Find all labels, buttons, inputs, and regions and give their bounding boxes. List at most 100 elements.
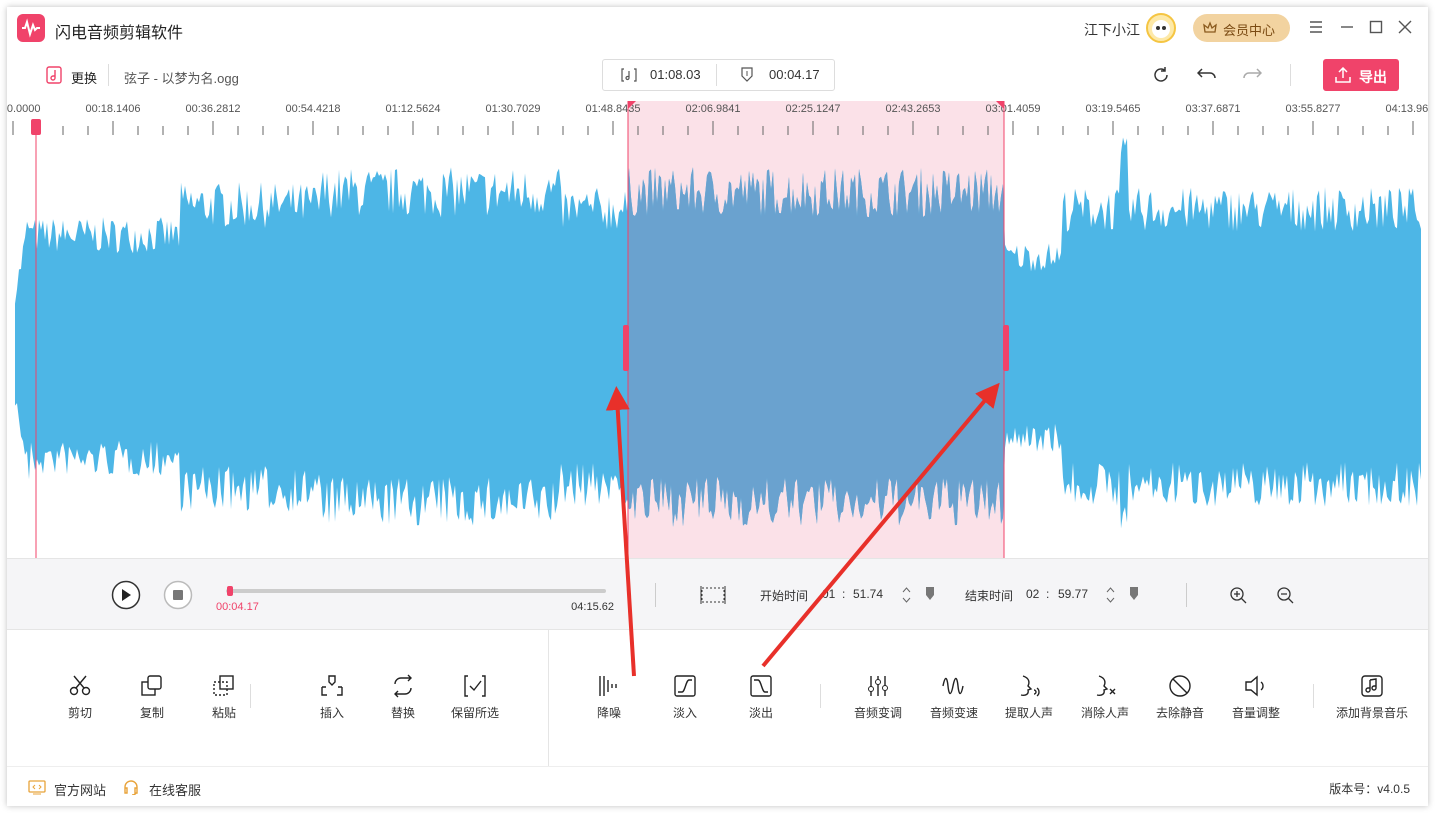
tool-icon — [1020, 675, 1040, 697]
divider — [716, 64, 717, 86]
locate-button[interactable] — [925, 586, 935, 602]
tool-button[interactable]: 音量调整 — [1216, 674, 1296, 721]
tool-label: 音频变速 — [929, 706, 978, 720]
select-all-button[interactable] — [700, 585, 726, 605]
tool-label: 复制 — [139, 706, 164, 720]
replace-icon[interactable] — [46, 66, 62, 84]
tool-button[interactable]: 插入 — [292, 674, 372, 721]
tool-button[interactable]: 音频变速 — [914, 674, 994, 721]
divider — [820, 684, 821, 708]
ruler-label: 00:36.2812 — [185, 103, 240, 115]
zoom-in-button[interactable] — [1229, 586, 1247, 604]
support-icon[interactable] — [123, 779, 139, 795]
tool-icon — [674, 675, 696, 697]
ruler-label: 03:19.5465 — [1085, 103, 1140, 115]
close-button[interactable] — [1398, 20, 1412, 34]
tool-button[interactable]: 粘贴 — [184, 674, 264, 721]
tool-button[interactable]: 降噪 — [569, 674, 649, 721]
ruler-label: 00:54.4218 — [285, 103, 340, 115]
user-name[interactable]: 江下小江 — [1084, 22, 1140, 38]
tool-label: 保留所选 — [450, 706, 499, 720]
tool-button[interactable]: 保留所选 — [435, 674, 515, 721]
ruler-label: 02:25.1247 — [785, 103, 840, 115]
start-label: 开始时间 — [760, 589, 809, 603]
menu-button[interactable] — [1309, 20, 1323, 34]
website-icon[interactable] — [28, 780, 46, 795]
end-second[interactable]: 59.77 — [1058, 587, 1089, 601]
end-minute[interactable]: 02 — [1026, 587, 1040, 601]
tool-icon — [942, 677, 964, 695]
tool-label: 消除人声 — [1080, 706, 1129, 720]
start-second[interactable]: 51.74 — [853, 587, 884, 601]
selection-marker — [996, 101, 1004, 109]
vip-button[interactable]: 会员中心 — [1193, 14, 1290, 42]
tool-icon — [321, 675, 343, 696]
playhead-marker — [31, 119, 41, 135]
tool-button[interactable]: 剪切 — [40, 674, 120, 721]
ruler-label: 01:48.8435 — [585, 103, 640, 115]
divider — [655, 583, 656, 607]
file-name: 弦子 - 以梦为名.ogg — [124, 71, 239, 86]
divider — [1313, 684, 1314, 708]
cursor-icon — [741, 67, 753, 82]
progress-thumb[interactable] — [227, 586, 233, 596]
tool-icon — [141, 675, 162, 696]
progress-track[interactable] — [226, 589, 606, 593]
tool-label: 替换 — [390, 706, 415, 720]
redo-button[interactable] — [1242, 66, 1262, 82]
tool-button[interactable]: 复制 — [112, 674, 192, 721]
website-link[interactable]: 官方网站 — [54, 783, 107, 798]
locate-button[interactable] — [1129, 586, 1139, 602]
tool-button[interactable]: 淡出 — [721, 674, 801, 721]
waveform-editor[interactable]: 00:00.0000 00:18.1406 00:36.2812 00:54.4218… — [7, 101, 1428, 561]
spinner[interactable] — [1106, 586, 1115, 604]
tool-button[interactable]: 替换 — [363, 674, 443, 721]
duration-icon — [621, 68, 637, 82]
ruler-label: 03:37.6871 — [1185, 103, 1240, 115]
time-box: 01:08.03 00:04.17 — [602, 59, 835, 91]
spinner[interactable] — [902, 586, 911, 604]
stop-button[interactable] — [163, 580, 193, 610]
tool-label: 淡出 — [748, 706, 773, 720]
tool-label: 音量调整 — [1231, 706, 1280, 720]
tool-button[interactable]: 去除静音 — [1140, 674, 1220, 721]
selection-handle — [1003, 325, 1009, 371]
tool-button[interactable]: 提取人声 — [989, 674, 1069, 721]
undo-button[interactable] — [1197, 66, 1217, 82]
cursor-time: 00:04.17 — [769, 67, 820, 82]
total-time: 04:15.62 — [571, 601, 614, 613]
avatar[interactable] — [1145, 12, 1177, 44]
tool-button[interactable]: 音频变调 — [838, 674, 918, 721]
tool-icon — [213, 675, 234, 696]
end-label: 结束时间 — [965, 589, 1014, 603]
tool-label: 粘贴 — [211, 706, 236, 720]
tool-icon — [750, 675, 772, 697]
app-window: 闪电音频剪辑软件 江下小江 会员中心更换 弦子 - 以梦为名.ogg 01:08.03 0… — [7, 7, 1428, 806]
tool-button[interactable]: 添加背景音乐 — [1332, 674, 1412, 721]
tool-icon — [464, 675, 486, 697]
minimize-button[interactable] — [1340, 20, 1354, 34]
ruler-label: 02:43.2653 — [885, 103, 940, 115]
tool-button[interactable]: 淡入 — [645, 674, 725, 721]
tool-label: 去除静音 — [1155, 706, 1204, 720]
export-label: 导出 — [1359, 69, 1387, 85]
play-button[interactable] — [111, 580, 141, 610]
footer-border — [7, 766, 1428, 767]
export-button[interactable]: 导出 — [1323, 59, 1399, 91]
ruler-label: 03:55.8277 — [1285, 103, 1340, 115]
start-minute[interactable]: 01 — [822, 587, 836, 601]
tool-icon — [599, 676, 617, 696]
tool-label: 剪切 — [67, 706, 92, 720]
app-title: 闪电音频剪辑软件 — [55, 25, 184, 42]
tool-icon — [1361, 675, 1383, 697]
time-separator: : — [842, 587, 846, 601]
zoom-out-button[interactable] — [1276, 586, 1294, 604]
tool-button[interactable]: 消除人声 — [1065, 674, 1145, 721]
maximize-button[interactable] — [1369, 20, 1383, 34]
replace-button[interactable]: 更换 — [71, 71, 98, 86]
refresh-button[interactable] — [1152, 66, 1170, 84]
support-link[interactable]: 在线客服 — [149, 783, 202, 798]
tool-label: 淡入 — [672, 706, 697, 720]
selection-marker — [628, 101, 636, 109]
